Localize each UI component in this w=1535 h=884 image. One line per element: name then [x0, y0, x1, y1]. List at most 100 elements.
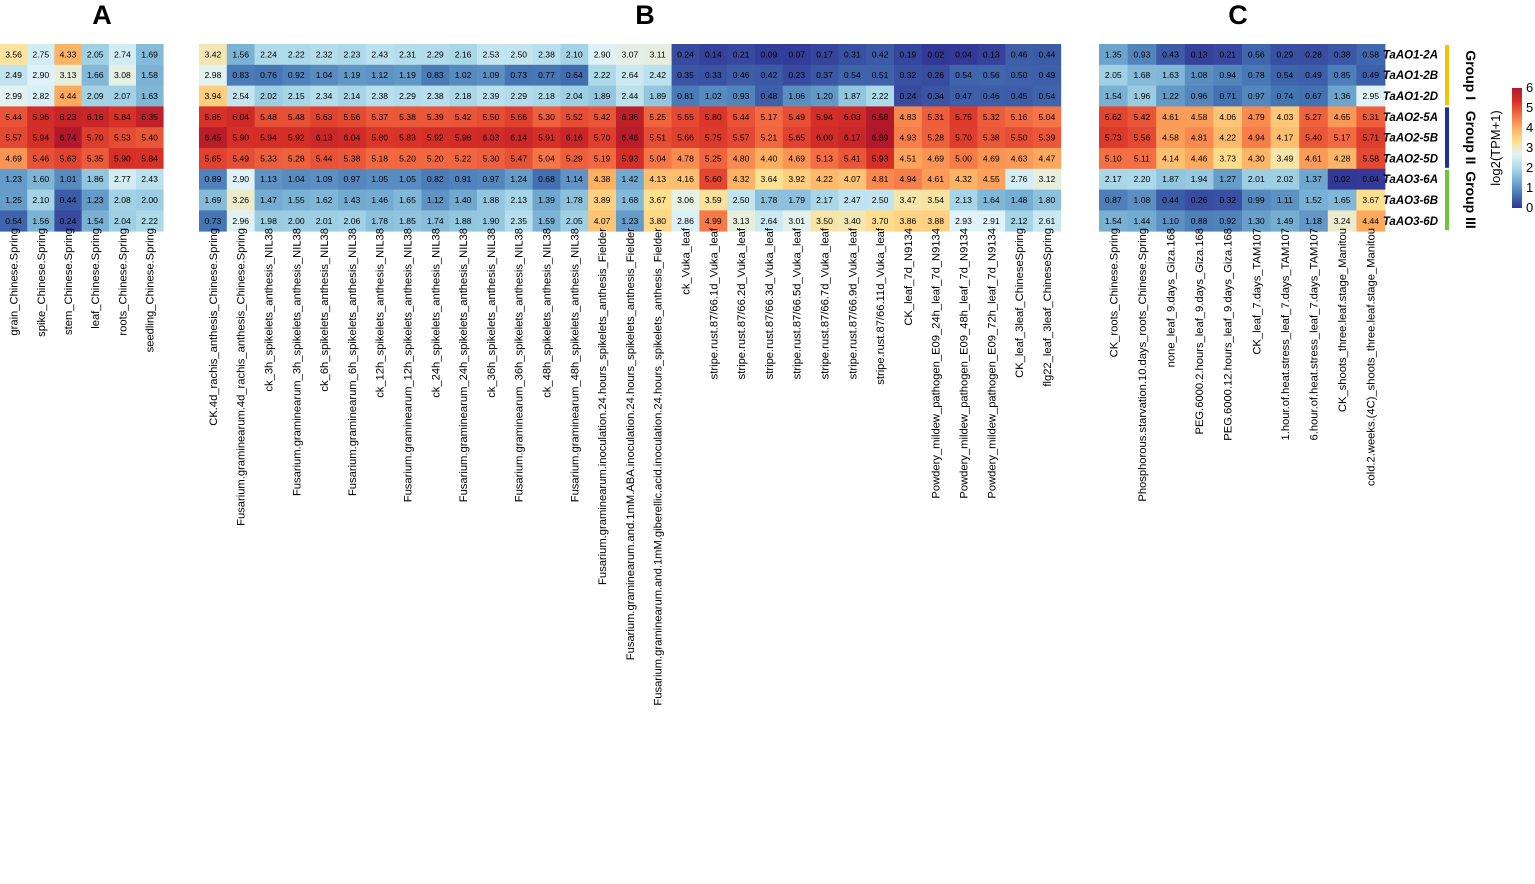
heatmap-cell [393, 168, 422, 190]
cell-value-label: 0.54 [955, 70, 972, 80]
column-label: Fusarium.graminearum_3h_spikelets_anthes… [291, 228, 303, 496]
heatmap-cell [1327, 189, 1357, 211]
heatmap-cell [310, 148, 339, 170]
heatmap-cell [727, 168, 756, 190]
heatmap-cell [477, 85, 506, 107]
heatmap-cell [560, 148, 589, 170]
column-label: ck_48h_spikelets_anthesis_NIL38 [542, 228, 554, 398]
cell-value-label: 1.09 [483, 70, 500, 80]
cell-value-label: 0.34 [927, 91, 944, 101]
heatmap-cell [727, 189, 756, 211]
heatmap-cell [1356, 85, 1386, 107]
cell-value-label: 1.12 [371, 70, 388, 80]
heatmap-cell [1327, 106, 1357, 128]
heatmap-cell [1356, 44, 1386, 66]
heatmap-cell [365, 210, 394, 232]
cell-value-label: 0.73 [510, 70, 527, 80]
cell-value-label: 6.03 [844, 112, 861, 122]
cell-value-label: 0.82 [427, 174, 444, 184]
cell-value-label: 4.61 [1162, 112, 1179, 122]
cell-value-label: 5.57 [5, 133, 22, 143]
heatmap-cell [1005, 210, 1034, 232]
cell-value-label: 6.45 [205, 133, 222, 143]
cell-value-label: 2.90 [232, 174, 249, 184]
heatmap-cell [671, 44, 700, 66]
heatmap-cell [866, 168, 895, 190]
heatmap-cell [338, 148, 367, 170]
cell-value-label: 5.41 [844, 153, 861, 163]
heatmap-cell [921, 127, 950, 149]
heatmap-cell [699, 85, 728, 107]
heatmap-cell [643, 85, 672, 107]
column-label: Fusarium.graminearum.and.1mM.ABA.inocula… [625, 228, 637, 660]
cell-value-label: 5.53 [114, 133, 131, 143]
heatmap-cell [136, 64, 164, 86]
cell-value-label: 3.07 [622, 49, 639, 59]
heatmap-cell [699, 127, 728, 149]
heatmap-cell [81, 189, 110, 211]
column-label: 6.hour.of.heat.stress_leaf_7.days_TAM107 [1309, 228, 1321, 441]
heatmap-cell [727, 44, 756, 66]
heatmap-cell [977, 106, 1006, 128]
heatmap-cell [671, 106, 700, 128]
cell-value-label: 1.52 [1305, 195, 1322, 205]
cell-value-label: 0.04 [1362, 174, 1379, 184]
column-label: ck_12h_spikelets_anthesis_NIL38 [375, 228, 387, 398]
gene-label: TaAO1-2A [1383, 49, 1438, 61]
cell-value-label: 0.26 [1191, 195, 1208, 205]
cell-value-label: 2.06 [344, 216, 361, 226]
cell-value-label: 1.05 [399, 174, 416, 184]
cell-value-label: 0.17 [816, 49, 833, 59]
cell-value-label: 5.63 [60, 153, 77, 163]
cell-value-label: 0.44 [60, 195, 77, 205]
cell-value-label: 2.04 [114, 216, 131, 226]
heatmap-cell [1127, 106, 1157, 128]
heatmap-cell [226, 106, 255, 128]
cell-value-label: 5.38 [983, 133, 1000, 143]
group-brackets: Group I Group II Group III [1445, 45, 1479, 231]
cell-value-label: 1.04 [288, 174, 305, 184]
heatmap-cell [0, 44, 28, 66]
cell-value-label: 5.35 [87, 153, 104, 163]
heatmap-cell [449, 210, 478, 232]
cell-value-label: 1.58 [141, 70, 158, 80]
cell-value-label: 0.35 [677, 70, 694, 80]
heatmap-cell [894, 189, 923, 211]
cell-value-label: 2.64 [761, 216, 778, 226]
cell-value-label: 5.50 [483, 112, 500, 122]
heatmap-cell [671, 210, 700, 232]
cell-value-label: 3.92 [788, 174, 805, 184]
cell-value-label: 2.98 [205, 70, 222, 80]
heatmap-cell [54, 168, 82, 190]
cell-value-label: 0.88 [1191, 216, 1208, 226]
heatmap-cell [108, 210, 137, 232]
cell-value-label: 1.62 [316, 195, 333, 205]
heatmap-cell [588, 44, 617, 66]
heatmap-cell [449, 148, 478, 170]
heatmap-cell [282, 44, 311, 66]
heatmap-cell [393, 85, 422, 107]
heatmap-cell [421, 210, 450, 232]
cell-value-label: 2.10 [32, 195, 49, 205]
cell-value-label: 5.94 [816, 112, 833, 122]
cell-value-label: 2.15 [288, 91, 305, 101]
cell-value-label: 5.93 [622, 153, 639, 163]
heatmap-cell [643, 168, 672, 190]
heatmap-cell [365, 189, 394, 211]
heatmap-cell [616, 64, 645, 86]
cell-value-label: 6.13 [316, 133, 333, 143]
heatmap-cell [921, 168, 950, 190]
cell-value-label: 1.63 [141, 91, 158, 101]
heatmap-cell [310, 106, 339, 128]
cell-value-label: 5.42 [1134, 112, 1151, 122]
heatmap-cell [560, 189, 589, 211]
heatmap-cell [254, 210, 283, 232]
heatmap-cell [1033, 168, 1062, 190]
heatmap-cell [282, 64, 311, 86]
cell-value-label: 4.69 [983, 153, 1000, 163]
heatmap-cell [1270, 106, 1300, 128]
heatmap-cell [477, 210, 506, 232]
heatmap-cell [1127, 44, 1157, 66]
cell-value-label: 0.96 [1191, 91, 1208, 101]
heatmap-cell [866, 127, 895, 149]
